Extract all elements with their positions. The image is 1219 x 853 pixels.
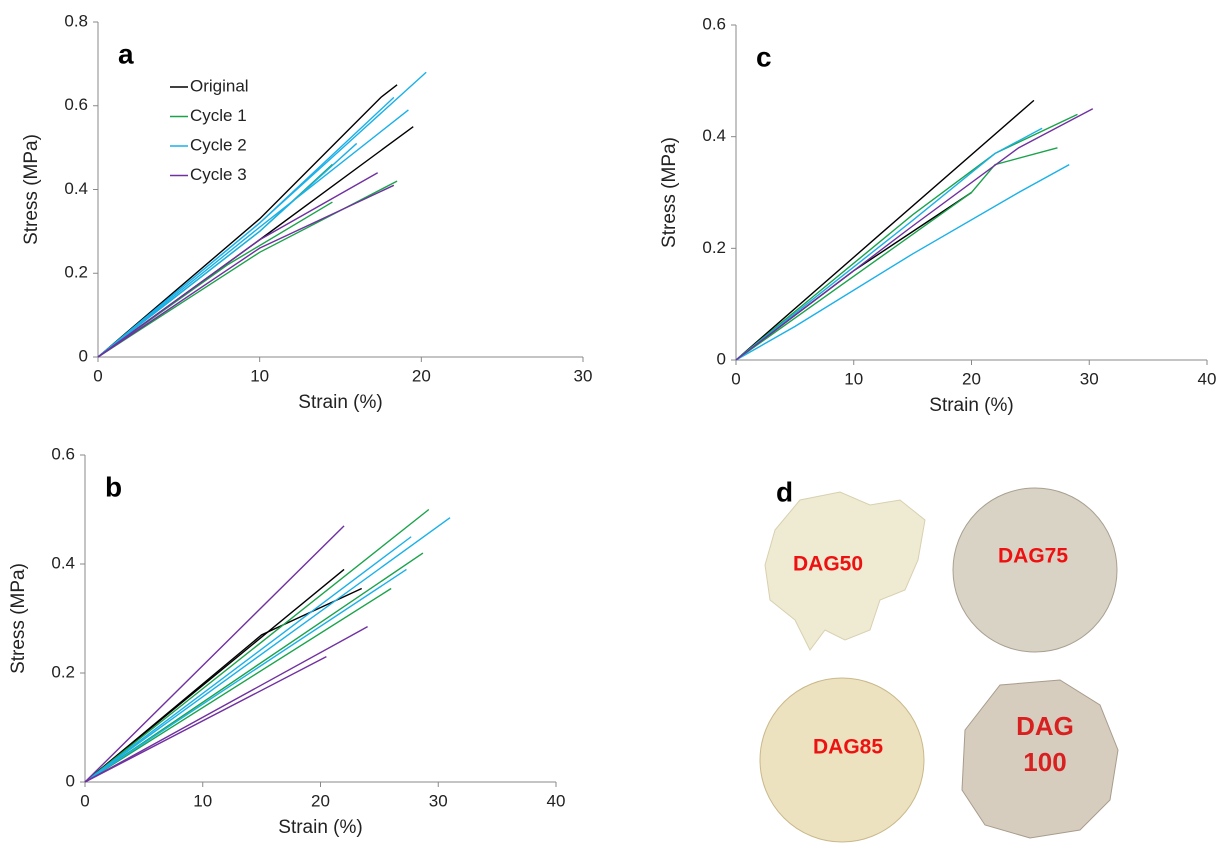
sample-dag85 (759, 677, 925, 843)
legend-label: Cycle 2 (190, 135, 247, 154)
sample-dag100 (961, 679, 1119, 839)
x-tick-label: 30 (429, 791, 448, 810)
y-tick-label: 0.2 (702, 238, 726, 257)
y-tick-label: 0.4 (51, 553, 75, 572)
x-tick-label: 20 (311, 791, 330, 810)
data-line (84, 517, 451, 783)
y-tick-label: 0.6 (64, 95, 88, 114)
y-tick-label: 0.4 (64, 179, 88, 198)
data-line (735, 127, 1043, 361)
y-axis-title: Stress (MPa) (8, 563, 29, 674)
x-tick-label: 0 (93, 366, 102, 385)
data-line (84, 587, 363, 783)
x-tick-label: 30 (1080, 369, 1099, 388)
y-tick-label: 0.4 (702, 126, 726, 145)
y-tick-label: 0.2 (64, 263, 88, 282)
data-line (84, 552, 424, 783)
x-tick-label: 10 (250, 366, 269, 385)
sample-dag75 (952, 487, 1118, 653)
data-line (735, 99, 1035, 361)
y-tick-label: 0 (79, 346, 88, 365)
data-line (735, 108, 1094, 361)
x-tick-label: 30 (574, 366, 593, 385)
legend-label: Original (190, 76, 249, 95)
panel-label: d (776, 476, 793, 507)
data-line (84, 587, 392, 783)
sample-label: DAG (1016, 711, 1074, 741)
data-line (84, 525, 345, 783)
x-tick-label: 20 (412, 366, 431, 385)
data-line (97, 96, 395, 358)
data-line (84, 536, 412, 783)
x-tick-label: 20 (962, 369, 981, 388)
y-tick-label: 0 (717, 349, 726, 368)
x-tick-label: 40 (1198, 369, 1217, 388)
y-tick-label: 0.2 (51, 662, 75, 681)
x-axis-title: Strain (%) (298, 392, 382, 413)
data-line (84, 626, 368, 783)
data-line (735, 147, 1058, 361)
sample-photos: d DAG50 DAG75 DAG85 DAG 100 (759, 476, 1119, 843)
data-line (97, 142, 358, 358)
panel-label: b (105, 471, 122, 502)
data-line (735, 163, 1070, 361)
data-line (735, 113, 1078, 361)
x-tick-label: 40 (547, 791, 566, 810)
x-tick-label: 10 (844, 369, 863, 388)
sample-dag50 (764, 491, 926, 651)
y-axis-title: Stress (MPa) (21, 134, 42, 245)
data-line (84, 568, 407, 783)
y-tick-label: 0.8 (64, 11, 88, 30)
data-line (97, 84, 398, 358)
legend-label: Cycle 1 (190, 106, 247, 125)
x-axis-title: Strain (%) (929, 395, 1013, 416)
data-line (84, 656, 327, 783)
data-line (97, 180, 398, 358)
data-line (97, 109, 409, 358)
legend-label: Cycle 3 (190, 165, 247, 184)
sample-label: DAG75 (998, 545, 1068, 568)
sample-label: DAG85 (813, 736, 883, 759)
data-line (97, 172, 379, 358)
x-tick-label: 0 (80, 791, 89, 810)
data-line (84, 508, 430, 783)
y-tick-label: 0.6 (702, 14, 726, 33)
x-tick-label: 10 (193, 791, 212, 810)
sample-label: DAG50 (793, 553, 863, 576)
x-tick-label: 0 (731, 369, 740, 388)
y-tick-label: 0.6 (51, 444, 75, 463)
data-line (97, 184, 395, 358)
y-axis-title: Stress (MPa) (659, 137, 680, 248)
panel-label: c (756, 41, 772, 72)
x-axis-title: Strain (%) (278, 817, 362, 838)
panel-label: a (118, 38, 134, 69)
sample-label: 100 (1023, 747, 1066, 777)
y-tick-label: 0 (66, 771, 75, 790)
